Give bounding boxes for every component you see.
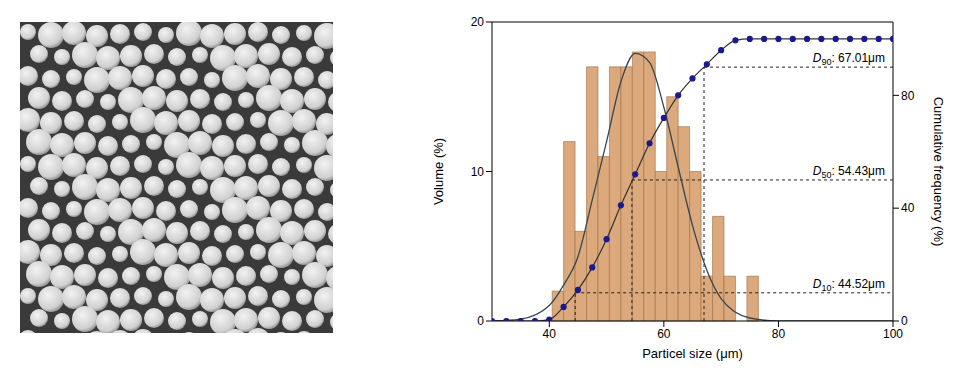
svg-text:40: 40 [901, 201, 915, 215]
svg-text:Cumulative frequency (%): Cumulative frequency (%) [931, 97, 946, 247]
svg-text:20: 20 [471, 15, 485, 29]
svg-text:D90: 67.01μm: D90: 67.01μm [813, 51, 885, 67]
svg-text:100: 100 [883, 327, 903, 341]
svg-text:40: 40 [543, 327, 557, 341]
svg-text:0: 0 [901, 314, 908, 328]
svg-text:Volume (%): Volume (%) [431, 138, 446, 205]
svg-text:0: 0 [477, 314, 484, 328]
svg-text:10: 10 [471, 165, 485, 179]
svg-text:Particel size (μm): Particel size (μm) [642, 346, 743, 361]
svg-text:80: 80 [772, 327, 786, 341]
svg-text:80: 80 [901, 89, 915, 103]
svg-text:D10: 44.52μm: D10: 44.52μm [813, 277, 885, 293]
svg-text:60: 60 [657, 327, 671, 341]
svg-text:D50: 54.43μm: D50: 54.43μm [813, 164, 885, 180]
